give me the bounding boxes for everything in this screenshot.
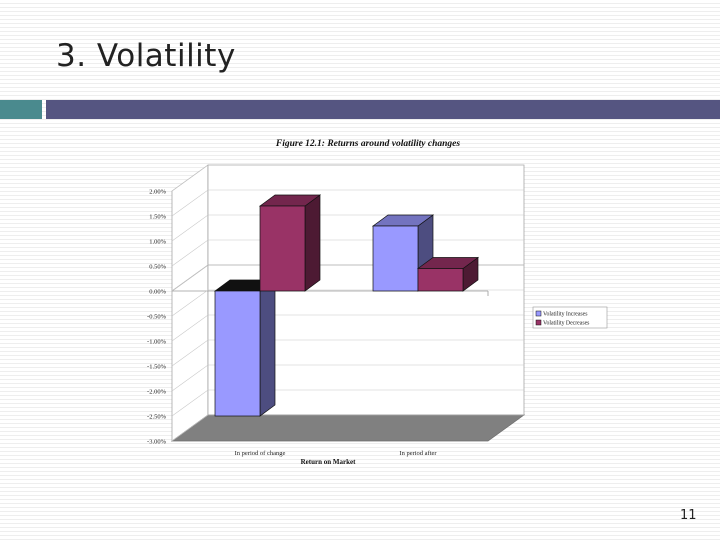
bar-side bbox=[304, 194, 321, 292]
gridline bbox=[171, 189, 524, 217]
title-underline-bar bbox=[46, 100, 720, 119]
y-tick-label: 1.50% bbox=[149, 214, 166, 221]
gridline bbox=[171, 339, 524, 367]
y-tick-label: 2.00% bbox=[149, 189, 166, 196]
bar-front bbox=[372, 225, 419, 292]
chart-title: Figure 12.1: Returns around volatility c… bbox=[275, 139, 461, 149]
x-tick-label: In period after bbox=[399, 450, 437, 457]
y-axis-ticks: 2.00% 1.50% 1.00% 0.50% 0.00% -0.50% -1.00% -1.… bbox=[147, 189, 167, 446]
y-tick-label: -1.50% bbox=[147, 364, 167, 371]
bar-side bbox=[259, 279, 276, 417]
chart-bars bbox=[213, 194, 480, 417]
legend-box bbox=[532, 306, 608, 329]
gridline bbox=[171, 364, 524, 392]
y-tick-label: -1.00% bbox=[147, 339, 167, 346]
y-tick-label: 0.00% bbox=[149, 289, 166, 296]
gridline bbox=[171, 164, 524, 192]
x-axis-ticks: In period of change In period after bbox=[235, 450, 438, 457]
bar-front bbox=[214, 290, 261, 417]
title-accent-box bbox=[0, 100, 42, 119]
chart-legend: Volatility Increases Volatility Decreases bbox=[532, 306, 608, 329]
chart-floor bbox=[170, 414, 526, 442]
x-axis-label: Return on Market bbox=[301, 458, 356, 466]
bar-front bbox=[417, 268, 464, 292]
y-tick-label: 0.50% bbox=[149, 264, 166, 271]
legend-label: Volatility Decreases bbox=[543, 321, 590, 327]
legend-swatch bbox=[535, 319, 542, 326]
page-number: 11 bbox=[680, 508, 697, 523]
y-tick-label: -2.50% bbox=[147, 414, 167, 421]
y-tick-label: -2.00% bbox=[147, 389, 167, 396]
gridline bbox=[171, 389, 524, 417]
y-tick-label: -3.00% bbox=[147, 439, 167, 446]
y-tick-label: -0.50% bbox=[147, 314, 167, 321]
slide-title: 3. Volatility bbox=[56, 38, 236, 74]
gridline bbox=[171, 314, 524, 342]
legend-label: Volatility Increases bbox=[543, 312, 588, 318]
chart-bar bbox=[416, 256, 480, 292]
y-tick-label: 1.00% bbox=[149, 239, 166, 246]
bar-front bbox=[259, 205, 306, 292]
chart-bar bbox=[258, 194, 322, 292]
gridline bbox=[171, 414, 524, 442]
legend-swatch bbox=[535, 310, 542, 317]
x-tick-label: In period of change bbox=[235, 450, 286, 457]
chart-bar bbox=[213, 279, 277, 417]
